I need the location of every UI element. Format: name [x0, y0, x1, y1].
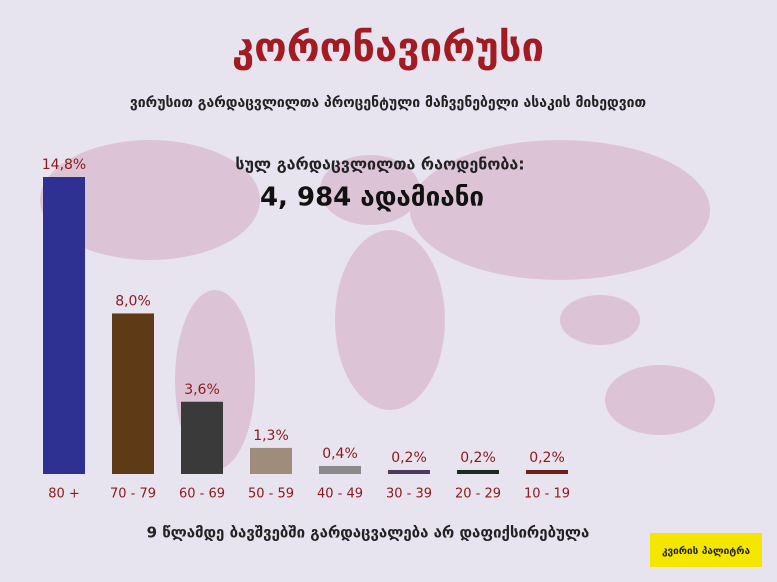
bar: [250, 447, 292, 474]
value-label: 1,3%: [253, 428, 289, 444]
total-label: სულ გარდაცვლილთა რაოდენობა:: [235, 155, 524, 174]
x-tick-label: 10 - 19: [524, 487, 570, 502]
value-label: 14,8%: [42, 157, 86, 173]
x-tick-label: 40 - 49: [317, 487, 363, 502]
note: 9 წლამდე ბავშვებში გარდაცვალება არ დაფიქ…: [147, 524, 590, 542]
world-map: [40, 140, 715, 470]
value-label: 0,2%: [391, 450, 427, 466]
brand: კვირის პალიტრა: [662, 545, 751, 557]
value-label: 0,4%: [322, 446, 358, 462]
bar: [457, 469, 499, 474]
bar: [388, 469, 430, 474]
chart-title: კორონავირუსი: [232, 25, 544, 71]
x-tick-label: 60 - 69: [179, 487, 225, 502]
bar: [43, 177, 85, 474]
value-label: 0,2%: [460, 450, 496, 466]
total-value: 4, 984 ადამიანი: [260, 183, 484, 213]
x-tick-label: 50 - 59: [248, 487, 294, 502]
x-tick-label: 20 - 29: [455, 487, 501, 502]
bar: [526, 469, 568, 474]
brand-box: [650, 533, 762, 567]
value-label: 8,0%: [115, 293, 151, 309]
bar: [319, 465, 361, 474]
value-label: 3,6%: [184, 382, 220, 398]
x-tick-label: 80 +: [48, 487, 80, 502]
x-tick-label: 70 - 79: [110, 487, 156, 502]
subtitle: ვირუსით გარდაცვლილთა პროცენტული მაჩვენებ…: [130, 95, 646, 111]
value-label: 0,2%: [529, 450, 565, 466]
bar: [181, 401, 223, 474]
x-tick-label: 30 - 39: [386, 487, 432, 502]
bar: [112, 313, 154, 474]
